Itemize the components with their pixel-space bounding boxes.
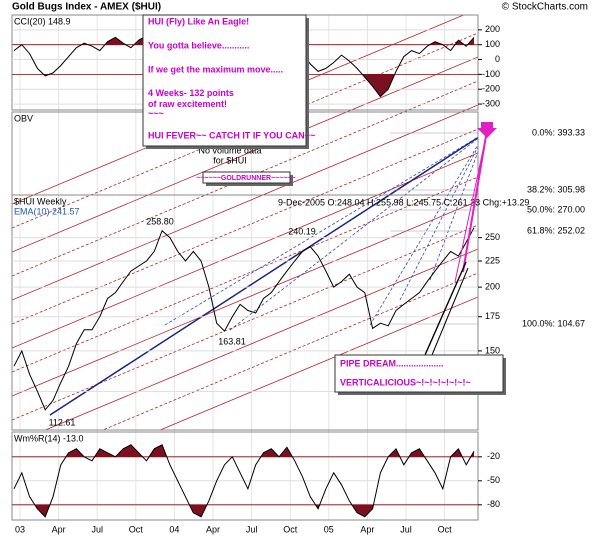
note-text: PIPE DREAM................... (340, 358, 444, 368)
channel-line (12, 104, 478, 301)
panel-frame (11, 431, 479, 521)
fan-line (369, 143, 478, 326)
y-tick-label: 200 (485, 281, 500, 291)
x-tick-label: Oct (129, 524, 144, 534)
signature: ~~~~~~GOLDRUNNER~~~~~~ (196, 175, 295, 182)
fan-line (399, 145, 478, 301)
fib-label: 61.8%: 252.02 (527, 225, 585, 235)
band-fill (66, 444, 474, 457)
fan-line (229, 137, 478, 331)
panel-note: for $HUI (213, 155, 247, 165)
y-tick-label: 175 (485, 311, 500, 321)
panel-label: CCI(20) 148.9 (14, 16, 71, 26)
note-line: of raw excitement! (148, 99, 227, 109)
series-line (13, 227, 475, 411)
y-tick-label: 0 (495, 54, 500, 64)
y-tick-label: 200 (485, 24, 500, 34)
trend-line (49, 136, 478, 416)
channel-line (12, 200, 478, 397)
band-fill (14, 74, 474, 97)
y-tick-label: -50 (487, 475, 500, 485)
price-label: 112.61 (49, 417, 76, 427)
x-tick-label: 05 (324, 524, 334, 534)
y-tick-label: -100 (482, 69, 500, 79)
y-tick-label: -300 (482, 98, 500, 108)
series-line (13, 444, 475, 518)
panel-label: Wm%R(14) -13.0 (14, 433, 84, 443)
note-line: 4 Weeks- 132 points (148, 88, 236, 98)
quote: 9-Dec-2005 O:248.04 H:255.98 L:245.75 C:… (278, 197, 529, 207)
price-label: 258.80 (146, 216, 174, 226)
y-tick-label: 250 (485, 232, 500, 242)
y-tick-label: 225 (485, 255, 500, 265)
price-label: 240.19 (288, 226, 316, 236)
panel-frame (11, 194, 479, 431)
fib-label: 38.2%: 305.98 (527, 184, 585, 194)
x-tick-label: Oct (438, 524, 453, 534)
note-text: 4 Weeks- 132 points of raw excitement! (148, 88, 236, 109)
note-box (334, 354, 504, 393)
credit: © StockCharts.com (502, 2, 588, 13)
channel-line (12, 152, 478, 349)
y-tick-label: -200 (482, 84, 500, 94)
x-tick-label: Apr (206, 524, 220, 534)
fan-line (164, 136, 478, 326)
channel-line (101, 272, 478, 430)
arrow (477, 122, 497, 138)
x-tick-label: Jul (400, 524, 412, 534)
note-text: You gotta believe........... (148, 40, 249, 50)
note-text: HUI FEVER~~ CATCH IT IF YOU CAN~~ (148, 130, 315, 140)
note-text: If we get the maximum move..... (148, 64, 283, 74)
note-box (142, 14, 307, 147)
dream-line (424, 261, 467, 356)
note-text: ~~~ (148, 108, 164, 118)
title: Gold Bugs Index - AMEX ($HUI) (12, 2, 161, 13)
fib-label: 100.0%: 104.67 (522, 318, 585, 328)
y-tick-label: 100 (485, 39, 500, 49)
x-tick-label: 03 (15, 524, 25, 534)
channel-line (12, 224, 478, 421)
note-text: VERTICALICIOUS~!~!~!~!~!~!~ (340, 377, 471, 387)
panel-label: OBV (14, 113, 33, 123)
price-label: 163.81 (218, 336, 246, 346)
x-tick-label: 04 (169, 524, 179, 534)
channel-line (159, 296, 478, 430)
y-tick-label: -80 (487, 499, 500, 509)
fan-line (429, 150, 478, 281)
note-box (202, 171, 291, 184)
channel-line (44, 248, 478, 430)
x-tick-label: Jul (246, 524, 258, 534)
projection (454, 135, 487, 283)
note-text: HUI (Fly) Like An Eagle! (148, 16, 249, 26)
fib-label: 0.0%: 393.33 (532, 127, 585, 137)
panel-label: $HUI Weekly (14, 196, 67, 206)
y-tick-label: -20 (487, 451, 500, 461)
y-tick-label: 150 (485, 345, 500, 355)
x-tick-label: Oct (283, 524, 298, 534)
x-tick-label: Jul (91, 524, 103, 534)
band-fill (14, 504, 474, 517)
panel-note: No volume data (198, 145, 261, 155)
x-tick-label: Apr (52, 524, 66, 534)
dream-line (431, 267, 469, 356)
projection (462, 135, 487, 273)
channel-line (12, 176, 478, 373)
x-tick-label: Apr (360, 524, 374, 534)
fib-label: 50.0%: 270.00 (527, 204, 585, 214)
channel-line (12, 128, 478, 325)
ema-label: EMA(10) 241.57 (14, 206, 80, 216)
